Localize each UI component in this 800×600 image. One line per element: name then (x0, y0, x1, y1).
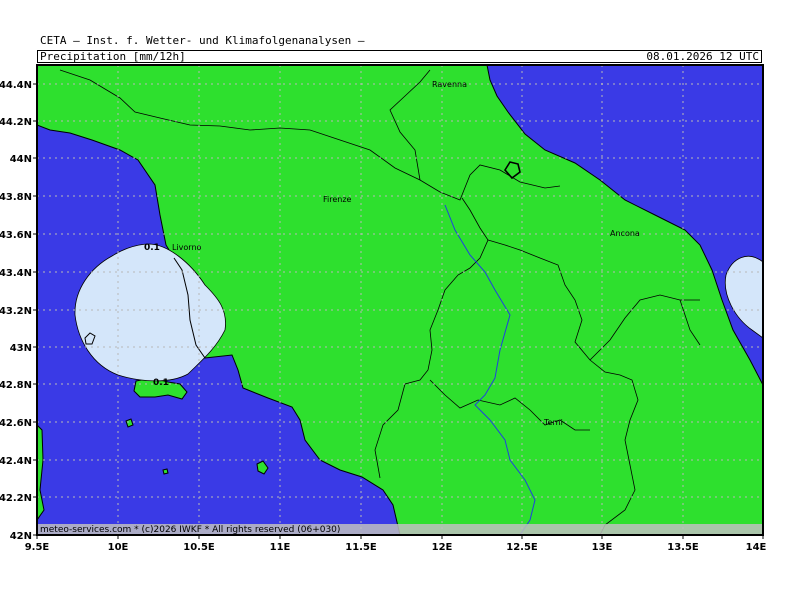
lat-tick-label: 43.8N (0, 192, 32, 203)
precip-area-east (724, 255, 763, 339)
lon-axis (36, 535, 764, 539)
lon-tick-label: 12.5E (506, 542, 538, 553)
lat-tick-label: 42.8N (0, 380, 32, 391)
lat-tick-label: 42.2N (0, 493, 32, 504)
lat-tick-label: 42N (10, 531, 32, 542)
tiber-river (444, 204, 536, 535)
lon-tick-label: 11.5E (345, 542, 377, 553)
city-label-livorno: Livorno (172, 243, 202, 252)
product-label: Precipitation_[mm/12h] (40, 50, 186, 63)
lon-tick-label: 13E (592, 542, 613, 553)
lat-tick-label: 42.6N (0, 418, 32, 429)
contour-label-lower: 0.1 (153, 378, 169, 388)
title-bar: Precipitation_[mm/12h] 08.01.2026 12 UTC (37, 50, 762, 63)
lon-tick-label: 14E (746, 542, 767, 553)
corsica-coast (37, 424, 45, 521)
capraia-island (84, 332, 96, 345)
montecristo-island (162, 468, 169, 475)
institute-title: CETA — Inst. f. Wetter- und Klimafolgena… (40, 34, 365, 47)
lat-tick-label: 44N (10, 154, 32, 165)
contour-label-upper: 0.1 (144, 243, 160, 253)
regional-borders (59, 69, 701, 535)
lon-tick-label: 11E (270, 542, 291, 553)
city-label-terni: Terni (543, 418, 563, 427)
lon-tick-labels: 9.5E 10E 10.5E 11E 11.5E 12E 12.5E 13E 1… (25, 542, 767, 553)
lat-tick-label: 43.6N (0, 230, 32, 241)
lon-tick-label: 12E (432, 542, 453, 553)
giglio-island (256, 460, 269, 475)
grid-lines (37, 65, 763, 535)
lon-tick-label: 13.5E (667, 542, 699, 553)
lat-tick-label: 44.4N (0, 80, 32, 91)
lat-tick-label: 44.2N (0, 117, 32, 128)
lat-tick-label: 43N (10, 343, 32, 354)
city-label-ravenna: Ravenna (432, 80, 467, 89)
city-label-ancona: Ancona (610, 229, 640, 238)
valid-time: 08.01.2026 12 UTC (646, 50, 759, 63)
lat-tick-label: 42.4N (0, 456, 32, 467)
lon-tick-label: 9.5E (25, 542, 50, 553)
pianosa-island (125, 418, 134, 428)
copyright-footer: meteo-services.com * (c)2026 IWKF * All … (40, 525, 340, 535)
lat-tick-label: 43.2N (0, 306, 32, 317)
land-area (37, 65, 763, 535)
city-label-firenze: Firenze (323, 195, 352, 204)
plot-frame (36, 64, 764, 536)
san-marino-border (504, 161, 521, 180)
lon-tick-label: 10E (108, 542, 129, 553)
lat-tick-label: 43.4N (0, 268, 32, 279)
coastline-overlay (173, 257, 206, 359)
lon-tick-label: 10.5E (183, 542, 215, 553)
footer-band (37, 524, 763, 535)
lat-axis (33, 83, 37, 536)
lat-tick-labels: 44.4N 44.2N 44N 43.8N 43.6N 43.4N 43.2N … (0, 80, 32, 542)
